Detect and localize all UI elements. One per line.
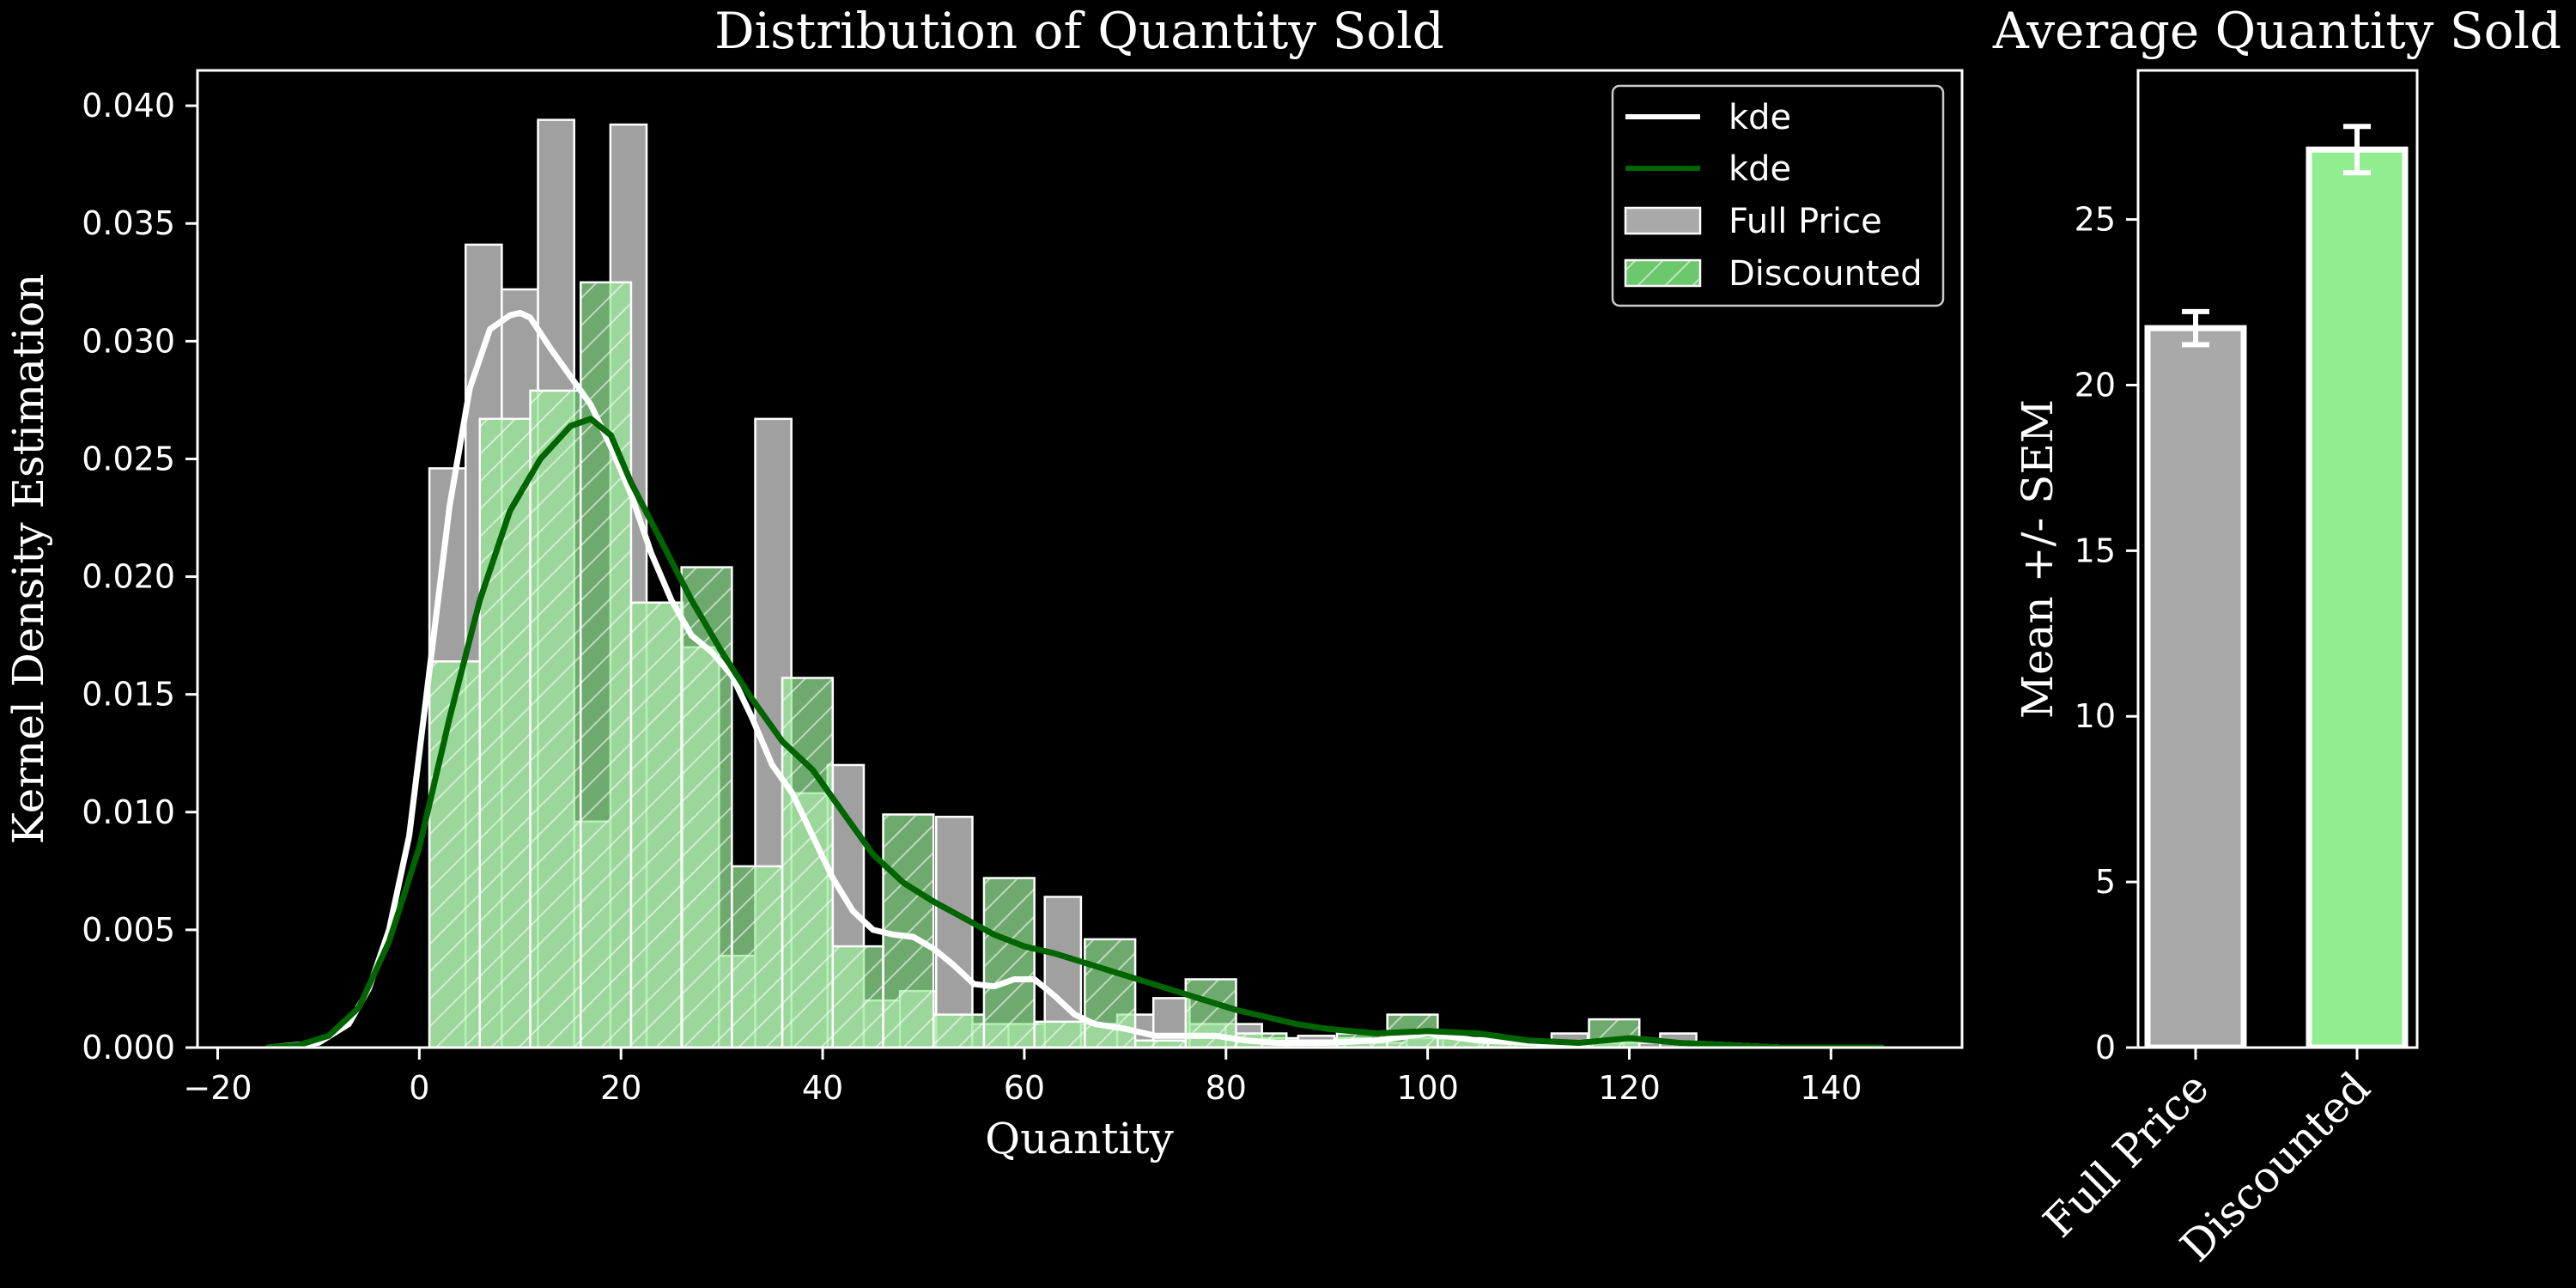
- main-chart-marks: [264, 118, 1885, 1048]
- full-price-bar: [1151, 997, 1191, 1048]
- legend-discounted-hatch: [1625, 260, 1700, 286]
- discounted-bar-hatch: [832, 946, 884, 1048]
- main-plot-frame: [196, 69, 1964, 1049]
- bar-y-tick-label: 10: [2075, 697, 2116, 735]
- bar-y-tick-label: 0: [2095, 1029, 2116, 1066]
- discounted-bar-hatch: [580, 282, 631, 1048]
- x-tick-label: 120: [1598, 1069, 1661, 1107]
- kde-line-discounted: [264, 416, 1885, 1048]
- x-tick-label: 20: [600, 1069, 641, 1107]
- mean-bar: [2306, 146, 2409, 1048]
- x-tick-label: 100: [1396, 1069, 1459, 1107]
- y-tick-label: 0.010: [82, 793, 175, 831]
- distribution-chart: Distribution of Quantity Sold −20 0 20 40 60…: [3, 2, 1964, 1163]
- bar-y-axis: 0 5 10 15 20 25: [2075, 201, 2138, 1066]
- bar-chart-title: Average Quantity Sold: [1992, 2, 2561, 60]
- y-tick-label: 0.015: [82, 676, 175, 714]
- discounted-bar-hatch: [1437, 1038, 1489, 1048]
- legend-full-price-swatch: [1624, 206, 1702, 235]
- main-y-axis: 0.000 0.005 0.010 0.015 0.020 0.025 0.030 0.035…: [82, 87, 197, 1066]
- discounted-bar-hatch: [530, 390, 581, 1048]
- average-bar-chart: Average Quantity Sold Full PriceDiscount…: [1992, 2, 2561, 1272]
- x-tick-label: −20: [183, 1069, 252, 1107]
- discounted-bar-hatch: [1135, 1040, 1186, 1048]
- full-price-bar: [935, 816, 974, 1048]
- discounted-bar-hatch: [983, 878, 1035, 1048]
- discounted-bar-hatch: [479, 418, 531, 1048]
- mean-bar: [2144, 325, 2247, 1048]
- legend-frame: [1611, 84, 1945, 307]
- x-tick-label: 80: [1206, 1069, 1247, 1107]
- legend-label-full-price: Full Price: [1728, 202, 1882, 241]
- discounted-bar-hatch: [883, 814, 934, 1048]
- bar-chart-marks: [2144, 124, 2409, 1048]
- main-y-axis-label: Kernel Density Estimation: [3, 274, 53, 845]
- y-tick-label: 0.040: [82, 87, 175, 125]
- y-tick-label: 0.020: [82, 558, 175, 596]
- y-tick-label: 0.035: [82, 204, 175, 242]
- main-chart-title: Distribution of Quantity Sold: [714, 2, 1444, 60]
- main-x-axis-label: Quantity: [985, 1114, 1174, 1163]
- bar-y-tick-label: 25: [2075, 201, 2116, 239]
- bar-y-tick-label: 5: [2095, 863, 2116, 901]
- bar-y-tick-label: 15: [2075, 532, 2116, 569]
- bar-y-tick-label: 20: [2075, 366, 2116, 404]
- discounted-bar-hatch: [732, 866, 783, 1048]
- y-tick-label: 0.025: [82, 440, 175, 477]
- main-x-axis: −20 0 20 40 60 80 100 120 140: [183, 1048, 1862, 1107]
- bar-plot-frame: [2136, 69, 2419, 1049]
- discounted-bar-hatch: [933, 1014, 984, 1048]
- x-tick-label: 40: [802, 1069, 843, 1107]
- legend-label-discounted: Discounted: [1728, 254, 1923, 294]
- discounted-bar-hatch: [429, 661, 480, 1048]
- y-tick-label: 0.005: [82, 911, 175, 949]
- kde-line-full-price: [264, 309, 1885, 1048]
- discounted-bar-hatch: [1034, 1021, 1085, 1048]
- legend: kde kde Full Price Discounted: [1611, 84, 1945, 307]
- y-tick-label: 0.000: [82, 1029, 175, 1066]
- x-tick-label: 140: [1800, 1069, 1862, 1107]
- legend-label-kde-green: kde: [1728, 149, 1791, 189]
- x-tick-label: 60: [1004, 1069, 1045, 1107]
- legend-label-kde-white: kde: [1728, 98, 1791, 137]
- discounted-bar-hatch: [630, 602, 682, 1048]
- y-tick-label: 0.030: [82, 322, 175, 360]
- discounted-bar-hatch: [681, 567, 732, 1048]
- x-tick-label: 0: [409, 1069, 429, 1107]
- bar-y-axis-label: Mean +/- SEM: [2013, 399, 2063, 719]
